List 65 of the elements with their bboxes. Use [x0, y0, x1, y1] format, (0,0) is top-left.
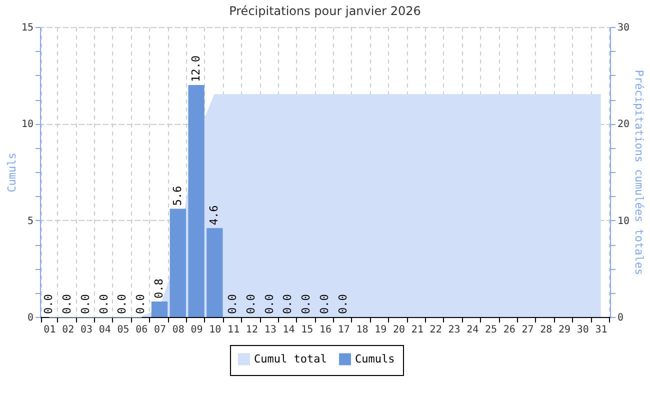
x-tick-label: 21 — [411, 324, 424, 336]
x-tick-label: 08 — [172, 324, 184, 336]
data-label: 5.6 — [170, 186, 184, 206]
x-tick-label: 24 — [466, 324, 479, 336]
data-label: 0.0 — [281, 294, 294, 314]
x-tick-label: 06 — [136, 324, 148, 336]
y-tick-label: 15 — [21, 22, 34, 34]
x-tick-label: 22 — [430, 324, 442, 336]
x-tick-label: 15 — [301, 324, 314, 336]
data-label: 0.0 — [116, 294, 129, 314]
x-tick-label: 25 — [484, 324, 498, 336]
x-tick-label: 04 — [98, 324, 111, 336]
data-label: 12.0 — [189, 56, 202, 82]
chart-title: Précipitations pour janvier 2026 — [229, 4, 421, 18]
x-tick-label: 23 — [448, 324, 460, 336]
data-label: 0.0 — [97, 294, 110, 314]
bar — [151, 302, 168, 317]
bar — [170, 208, 186, 317]
x-tick-label: 11 — [228, 324, 240, 336]
y2-tick-label: 30 — [618, 22, 630, 34]
legend-label: Cumuls — [355, 352, 395, 366]
data-label: 0.0 — [300, 294, 313, 314]
x-tick-label: 20 — [393, 324, 406, 336]
y-tick-label: 0 — [27, 312, 34, 324]
bar — [206, 228, 223, 317]
x-tick-label: 30 — [576, 324, 589, 336]
x-tick-label: 10 — [209, 324, 222, 336]
legend-label: Cumul total — [254, 352, 327, 366]
data-label: 0.0 — [134, 294, 148, 314]
data-label: 0.0 — [336, 294, 350, 314]
y-tick-label: 5 — [27, 216, 34, 227]
data-label: 0.0 — [318, 294, 331, 314]
y2-tick-label: 0 — [618, 312, 624, 324]
x-tick-label: 26 — [503, 324, 516, 336]
y-axis-title: Cumuls — [5, 152, 18, 192]
x-tick-label: 16 — [319, 324, 332, 336]
x-tick-label: 14 — [282, 324, 295, 336]
x-tick-label: 29 — [558, 324, 571, 336]
x-tick-label: 17 — [338, 324, 350, 336]
data-label: 4.6 — [208, 205, 221, 226]
x-tick-label: 12 — [246, 324, 258, 336]
y2-tick-label: 20 — [618, 119, 630, 130]
data-label: 0.0 — [42, 294, 56, 314]
data-label: 0.0 — [226, 294, 240, 314]
data-label: 0.0 — [78, 294, 92, 314]
x-tick-label: 03 — [80, 324, 92, 336]
data-label: 0.8 — [152, 278, 166, 299]
y-tick-label: 10 — [21, 119, 34, 130]
bar — [188, 85, 204, 317]
x-tick-label: 05 — [117, 324, 130, 336]
x-tick-label: 01 — [44, 324, 56, 336]
x-tick-label: 31 — [595, 324, 608, 336]
x-tick-label: 07 — [154, 324, 166, 336]
y2-axis-title: Précipitations cumulées totales — [632, 70, 646, 276]
x-tick-label: 09 — [190, 324, 203, 336]
x-tick-label: 18 — [356, 324, 368, 336]
data-label: 0.0 — [262, 294, 276, 314]
x-tick-label: 28 — [540, 324, 552, 336]
data-label: 0.0 — [60, 294, 74, 314]
x-tick-label: 02 — [62, 324, 74, 336]
x-tick-label: 13 — [264, 324, 276, 336]
y2-tick-label: 10 — [618, 216, 630, 227]
x-tick-label: 27 — [522, 324, 534, 336]
data-label: 0.0 — [244, 294, 258, 314]
x-tick-label: 19 — [374, 324, 387, 336]
